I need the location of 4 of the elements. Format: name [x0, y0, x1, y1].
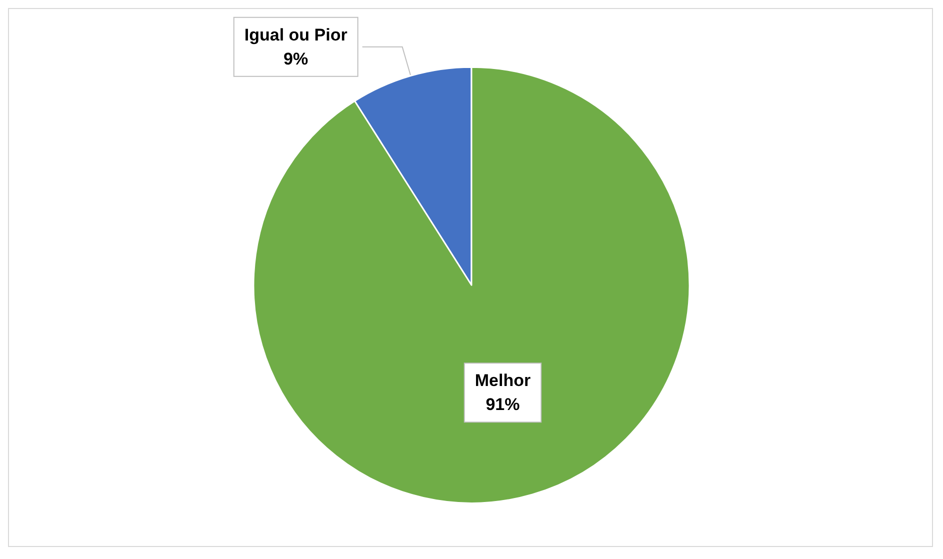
slice-label: Melhor [474, 371, 531, 390]
data-label: 9% [284, 49, 308, 68]
slice-label: Igual ou Pior [244, 25, 348, 44]
data-label: 91% [486, 395, 520, 414]
